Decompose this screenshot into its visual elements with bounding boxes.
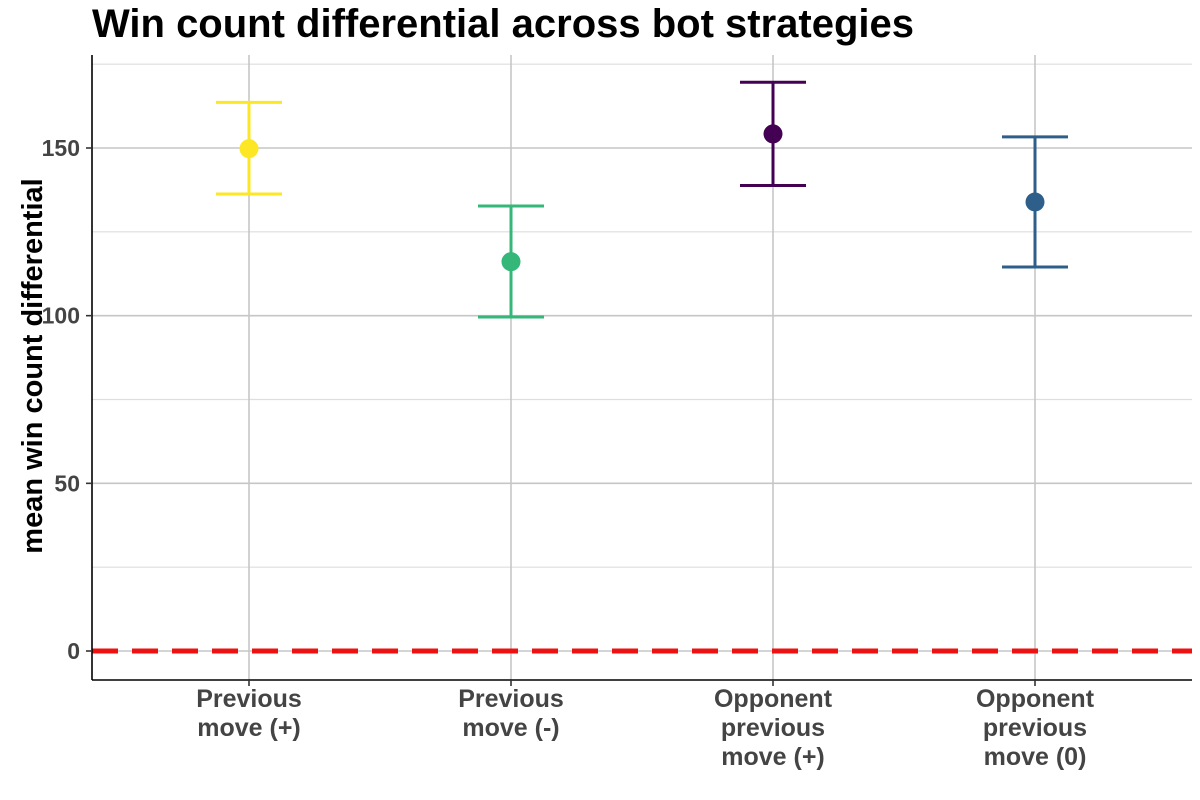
y-tick-label: 0	[67, 638, 80, 664]
y-tick-labels: 0 50 100 150	[42, 135, 80, 664]
x-tick-label-line: previous	[721, 714, 825, 742]
y-tick-label: 50	[54, 470, 80, 496]
mean-point	[1025, 192, 1045, 212]
y-tick-label: 100	[42, 303, 80, 329]
x-tick-label-line: Previous	[458, 685, 564, 713]
mean-point	[239, 139, 259, 159]
data-marks	[216, 80, 1068, 319]
axes	[86, 55, 1192, 686]
x-tick-label: Previous move (-)	[458, 685, 564, 742]
x-tick-labels: Previous move (+)Previous move (-)Opponent…	[196, 685, 1094, 771]
error-bar-point	[740, 80, 806, 188]
x-tick-label: Opponent previous move (0)	[976, 685, 1095, 771]
chart-title: Win count differential across bot strate…	[92, 2, 914, 46]
y-tick-label: 150	[42, 135, 80, 161]
x-tick-label-line: move (0)	[984, 743, 1087, 771]
x-tick-label-line: Opponent	[976, 685, 1095, 713]
error-bar-point	[1002, 135, 1068, 269]
x-tick-label-line: Opponent	[714, 685, 833, 713]
x-tick-label-line: Previous	[196, 685, 302, 713]
mean-point	[763, 124, 783, 144]
x-tick-label-line: move (+)	[197, 714, 301, 742]
mean-point	[501, 252, 521, 272]
y-axis-label: mean win count differential	[17, 178, 49, 553]
x-tick-label: Previous move (+)	[196, 685, 302, 742]
error-bar-point	[216, 100, 282, 196]
x-tick-label-line: previous	[983, 714, 1087, 742]
x-tick-label-line: move (+)	[721, 743, 825, 771]
x-tick-label-line: move (-)	[462, 714, 559, 742]
x-tick-label: Opponent previous move (+)	[714, 685, 833, 771]
error-bar-point	[478, 204, 544, 319]
